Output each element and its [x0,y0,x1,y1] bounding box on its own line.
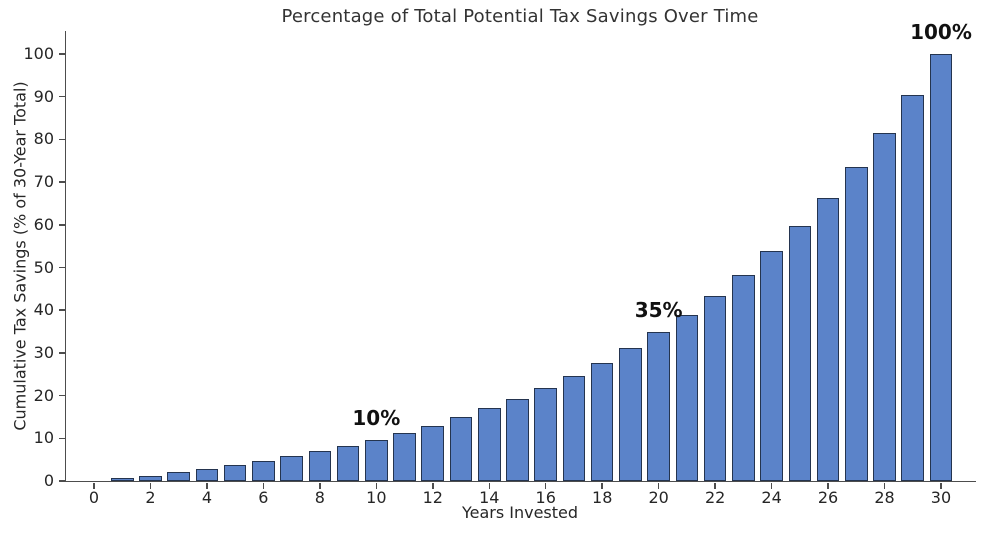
x-tick-label-2: 2 [145,488,156,507]
bar-year-16 [534,387,558,481]
y-tick-label-70: 70 [33,172,54,192]
bar-year-12 [421,425,445,481]
x-tick-label-20: 20 [648,488,669,507]
bar-year-18 [590,362,614,481]
bar-year-25 [788,225,812,481]
y-tick-mark-80 [59,138,65,141]
x-tick-mark-12 [432,483,434,489]
x-tick-mark-26 [827,483,829,489]
x-tick-mark-24 [770,483,773,489]
x-tick-mark-0 [93,483,95,489]
x-tick-mark-16 [544,483,547,489]
x-tick-label-8: 8 [314,488,325,507]
annotation-10pct: 10% [352,405,401,430]
bar-year-29 [901,95,925,481]
x-tick-label-0: 0 [88,488,100,507]
annotation-35pct: 35% [634,298,683,323]
y-tick-label-30: 30 [33,342,54,362]
x-tick-mark-18 [601,483,603,489]
x-tick-mark-22 [714,483,716,489]
y-tick-mark-90 [59,95,65,98]
bar-year-17 [562,375,586,481]
x-tick-label-10: 10 [366,488,387,507]
bar-year-27 [844,166,868,481]
x-tick-mark-30 [940,483,942,489]
bar-year-14 [477,408,501,481]
y-tick-mark-10 [59,437,65,440]
x-tick-mark-28 [883,483,886,489]
y-tick-label-60: 60 [33,214,54,234]
bar-year-3 [167,472,190,481]
x-tick-mark-4 [206,483,208,489]
y-tick-mark-70 [59,181,65,183]
bar-year-21 [675,314,699,481]
bar-year-20 [647,332,670,481]
bar-year-28 [873,132,896,481]
bar-year-23 [732,274,755,481]
y-tick-label-40: 40 [33,300,54,320]
x-tick-label-26: 26 [817,488,839,507]
x-tick-label-24: 24 [761,488,782,507]
bar-year-1 [110,478,134,481]
y-tick-mark-100 [59,53,65,55]
x-tick-label-12: 12 [422,488,443,507]
y-tick-mark-40 [59,309,65,311]
y-tick-mark-60 [59,224,65,226]
y-tick-mark-50 [59,266,65,269]
y-axis-label: Cumulative Tax Savings (% of 30-Year Tot… [10,81,30,431]
x-tick-label-22: 22 [704,488,726,507]
bar-year-24 [760,251,783,481]
x-tick-mark-6 [262,483,265,489]
x-tick-mark-14 [488,483,490,489]
bar-year-5 [223,465,247,481]
x-tick-mark-2 [149,483,152,489]
x-tick-mark-20 [657,483,660,489]
y-tick-label-50: 50 [33,257,54,277]
bar-year-8 [308,451,332,481]
bar-year-9 [336,445,360,481]
x-tick-label-14: 14 [479,488,500,507]
x-tick-label-16: 16 [535,488,556,507]
bar-year-26 [816,197,840,481]
bar-year-11 [393,432,416,481]
x-tick-mark-10 [375,483,378,489]
bar-year-2 [139,475,162,481]
x-tick-label-30: 30 [930,488,952,507]
bar-year-13 [449,417,473,481]
y-tick-label-0: 0 [43,471,54,490]
x-tick-mark-8 [319,483,321,489]
y-tick-label-100: 100 [23,44,54,64]
y-tick-mark-30 [59,352,65,354]
x-tick-label-6: 6 [258,488,269,507]
y-tick-label-90: 90 [33,86,54,106]
y-tick-label-20: 20 [33,385,54,405]
bar-year-30 [929,54,953,481]
bar-year-6 [252,460,275,481]
y-tick-label-80: 80 [33,129,54,149]
bar-year-4 [195,468,219,481]
bar-year-15 [506,398,529,481]
bar-year-10 [365,439,388,481]
chart-title: Percentage of Total Potential Tax Saving… [281,6,759,27]
bar-year-19 [619,348,642,481]
x-tick-label-28: 28 [874,488,895,507]
bar-year-22 [703,295,727,481]
x-tick-label-18: 18 [592,488,613,507]
bar-year-7 [280,456,303,481]
plot-area: 0 10 20 30 40 50 60 70 80 90 100 0 2 4 6 8 10 12 14 16 18 20 2… [23,22,976,506]
x-tick-label-4: 4 [201,488,213,507]
y-tick-label-10: 10 [33,428,54,448]
y-tick-mark-20 [59,394,65,397]
y-tick-mark-0 [59,480,65,482]
annotation-100pct: 100% [910,20,972,45]
x-axis-label: Years Invested [461,503,579,522]
